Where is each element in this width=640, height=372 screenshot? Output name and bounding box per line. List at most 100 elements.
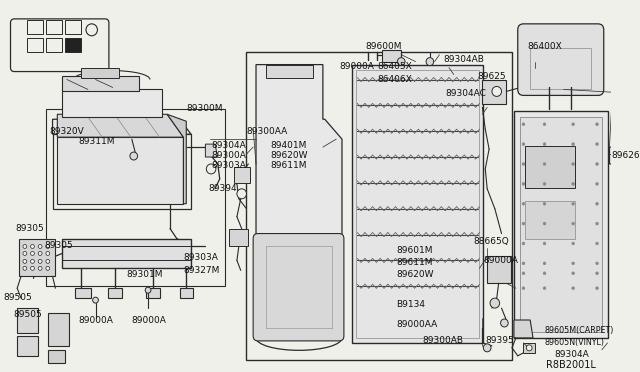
Circle shape — [23, 251, 27, 256]
Text: 89625: 89625 — [477, 71, 506, 81]
Circle shape — [31, 244, 35, 248]
Polygon shape — [62, 76, 138, 92]
Circle shape — [397, 58, 405, 65]
Polygon shape — [256, 65, 342, 338]
Text: 89505: 89505 — [13, 310, 42, 319]
Polygon shape — [234, 167, 250, 183]
Bar — [356, 70, 479, 338]
Polygon shape — [17, 308, 38, 333]
Circle shape — [23, 259, 27, 263]
Circle shape — [86, 24, 97, 36]
Bar — [514, 111, 607, 338]
Circle shape — [38, 259, 42, 263]
Circle shape — [572, 202, 575, 205]
FancyBboxPatch shape — [10, 19, 109, 71]
Polygon shape — [58, 137, 184, 204]
Text: 89620W: 89620W — [396, 270, 434, 279]
Circle shape — [522, 242, 525, 245]
Text: 89626: 89626 — [611, 151, 640, 160]
Circle shape — [572, 222, 575, 225]
Circle shape — [206, 164, 216, 174]
Circle shape — [492, 86, 502, 96]
Circle shape — [572, 287, 575, 290]
Text: 89611M: 89611M — [270, 161, 307, 170]
Circle shape — [543, 142, 546, 145]
Polygon shape — [524, 343, 535, 353]
Circle shape — [596, 287, 598, 290]
Text: 89304A: 89304A — [211, 141, 246, 150]
Circle shape — [572, 272, 575, 275]
Text: 89000AA: 89000AA — [396, 320, 438, 329]
Text: R8B2001L: R8B2001L — [547, 360, 596, 370]
Circle shape — [46, 259, 50, 263]
Circle shape — [572, 242, 575, 245]
Bar — [65, 20, 81, 34]
Text: 89303A: 89303A — [184, 253, 218, 262]
Circle shape — [522, 142, 525, 145]
Bar — [27, 20, 43, 34]
Text: 89327M: 89327M — [184, 266, 220, 275]
Polygon shape — [146, 288, 161, 298]
Polygon shape — [483, 80, 506, 105]
FancyBboxPatch shape — [253, 234, 344, 341]
Circle shape — [596, 202, 598, 205]
Bar — [520, 117, 602, 332]
Polygon shape — [205, 144, 218, 157]
Circle shape — [522, 202, 525, 205]
Text: 89304AB: 89304AB — [444, 55, 484, 64]
Circle shape — [38, 251, 42, 256]
Circle shape — [38, 266, 42, 270]
Circle shape — [93, 297, 99, 303]
Text: 89000A: 89000A — [132, 316, 166, 325]
Circle shape — [543, 262, 546, 265]
Polygon shape — [81, 68, 120, 77]
Bar — [525, 201, 575, 238]
Polygon shape — [167, 114, 186, 204]
Circle shape — [522, 222, 525, 225]
Polygon shape — [229, 228, 248, 247]
Circle shape — [572, 262, 575, 265]
Circle shape — [543, 163, 546, 166]
Circle shape — [572, 142, 575, 145]
Polygon shape — [74, 288, 91, 298]
Polygon shape — [382, 50, 401, 62]
Circle shape — [596, 222, 598, 225]
Circle shape — [522, 262, 525, 265]
Circle shape — [596, 242, 598, 245]
Polygon shape — [258, 238, 339, 336]
Polygon shape — [19, 238, 56, 276]
Circle shape — [596, 272, 598, 275]
Bar — [530, 48, 591, 89]
Text: 89395: 89395 — [485, 336, 514, 345]
Text: B9134: B9134 — [396, 300, 426, 309]
Text: 89305: 89305 — [15, 224, 44, 232]
Text: 89300M: 89300M — [186, 105, 223, 113]
Bar — [351, 65, 483, 343]
Polygon shape — [62, 238, 191, 268]
Polygon shape — [62, 89, 163, 117]
Text: 86400X: 86400X — [527, 42, 562, 51]
Text: 89605N(VINYL): 89605N(VINYL) — [545, 338, 605, 347]
Circle shape — [426, 58, 434, 65]
Polygon shape — [609, 147, 621, 164]
Circle shape — [596, 123, 598, 126]
Text: 89601M: 89601M — [396, 247, 433, 256]
Text: 89600M: 89600M — [365, 42, 401, 51]
Polygon shape — [48, 313, 68, 346]
Text: 89300AA: 89300AA — [246, 127, 288, 136]
Text: 89300A: 89300A — [211, 151, 246, 160]
Circle shape — [543, 272, 546, 275]
Text: 89605M(CARPET): 89605M(CARPET) — [545, 326, 614, 335]
Circle shape — [38, 244, 42, 248]
Circle shape — [46, 251, 50, 256]
Polygon shape — [514, 320, 533, 338]
Circle shape — [543, 222, 546, 225]
Text: 89320V: 89320V — [50, 127, 84, 136]
Circle shape — [31, 266, 35, 270]
Circle shape — [130, 152, 138, 160]
Circle shape — [46, 266, 50, 270]
Circle shape — [23, 266, 27, 270]
Text: 89000A: 89000A — [78, 316, 113, 325]
Polygon shape — [52, 119, 191, 134]
Text: 89303A: 89303A — [211, 161, 246, 170]
